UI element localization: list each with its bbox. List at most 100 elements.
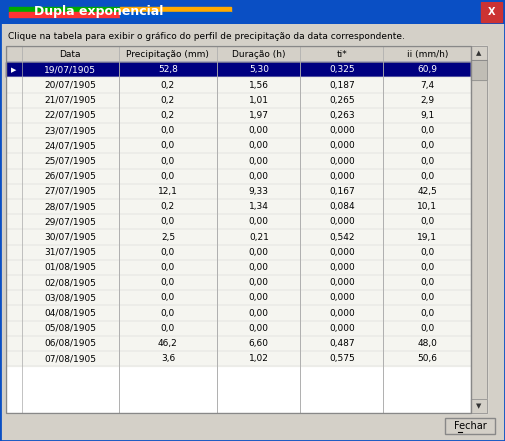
Bar	[6, 62, 471, 78]
Text: 0,0: 0,0	[420, 142, 434, 150]
Text: 50,6: 50,6	[417, 354, 437, 363]
Bar	[6, 351, 471, 366]
Text: 0,000: 0,000	[329, 278, 355, 287]
Bar	[9, 7, 120, 12]
Text: 10,1: 10,1	[417, 202, 437, 211]
Text: 1,56: 1,56	[249, 81, 269, 90]
Bar	[471, 60, 487, 80]
Bar	[471, 46, 487, 413]
Text: 23/07/1905: 23/07/1905	[44, 126, 96, 135]
Text: 0,325: 0,325	[329, 65, 355, 75]
Bar	[6, 93, 471, 108]
Text: 0,575: 0,575	[329, 354, 355, 363]
Text: Precipitação (mm): Precipitação (mm)	[126, 50, 210, 59]
Text: 0,0: 0,0	[420, 172, 434, 181]
Text: 0,0: 0,0	[161, 293, 175, 303]
Text: 0,00: 0,00	[249, 157, 269, 165]
Text: 0,542: 0,542	[329, 232, 355, 242]
Text: 0,00: 0,00	[249, 142, 269, 150]
Text: 0,0: 0,0	[420, 248, 434, 257]
Text: 20/07/1905: 20/07/1905	[44, 81, 96, 90]
Text: 5,30: 5,30	[249, 65, 269, 75]
Text: 0,084: 0,084	[329, 202, 355, 211]
Text: 0,000: 0,000	[329, 126, 355, 135]
Text: 3,6: 3,6	[161, 354, 175, 363]
Text: 0,0: 0,0	[161, 157, 175, 165]
Text: 0,2: 0,2	[161, 111, 175, 120]
Text: ▼: ▼	[476, 403, 482, 409]
Text: 0,0: 0,0	[420, 263, 434, 272]
Text: 0,487: 0,487	[329, 339, 355, 348]
Text: 0,0: 0,0	[161, 217, 175, 226]
FancyBboxPatch shape	[445, 418, 495, 434]
Text: 2,5: 2,5	[161, 232, 175, 242]
Text: 12,1: 12,1	[158, 187, 178, 196]
Text: Data: Data	[60, 50, 81, 59]
Text: 1,97: 1,97	[249, 111, 269, 120]
Bar	[6, 138, 471, 153]
Bar	[471, 399, 487, 413]
Bar	[6, 260, 471, 275]
Text: 0,00: 0,00	[249, 248, 269, 257]
Text: 01/08/1905: 01/08/1905	[44, 263, 96, 272]
Bar	[6, 306, 471, 321]
Text: 1,01: 1,01	[249, 96, 269, 105]
Text: 07/08/1905: 07/08/1905	[44, 354, 96, 363]
Text: 0,0: 0,0	[161, 172, 175, 181]
Text: 48,0: 48,0	[417, 339, 437, 348]
Text: 0,167: 0,167	[329, 187, 355, 196]
Text: 0,0: 0,0	[161, 324, 175, 333]
Text: 03/08/1905: 03/08/1905	[44, 293, 96, 303]
Text: 0,000: 0,000	[329, 157, 355, 165]
Bar	[6, 214, 471, 229]
Text: 9,1: 9,1	[420, 111, 434, 120]
Text: 19/07/1905: 19/07/1905	[44, 65, 96, 75]
Text: 0,0: 0,0	[161, 278, 175, 287]
Bar	[6, 275, 471, 290]
Text: 31/07/1905: 31/07/1905	[44, 248, 96, 257]
Text: 0,0: 0,0	[161, 309, 175, 318]
Bar	[120, 12, 231, 18]
Text: 29/07/1905: 29/07/1905	[44, 217, 96, 226]
Bar	[6, 199, 471, 214]
Text: 0,00: 0,00	[249, 217, 269, 226]
Text: 1,34: 1,34	[249, 202, 269, 211]
Bar	[6, 46, 471, 62]
Text: 0,0: 0,0	[420, 293, 434, 303]
Bar	[9, 12, 120, 18]
Text: 0,263: 0,263	[329, 111, 355, 120]
Text: Duração (h): Duração (h)	[232, 50, 286, 59]
Text: 42,5: 42,5	[417, 187, 437, 196]
Bar	[471, 399, 487, 413]
Text: 2,9: 2,9	[420, 96, 434, 105]
Text: 0,265: 0,265	[329, 96, 355, 105]
Bar	[6, 336, 471, 351]
Text: 0,00: 0,00	[249, 278, 269, 287]
Bar	[6, 229, 471, 245]
Text: 6,60: 6,60	[249, 339, 269, 348]
Text: 52,8: 52,8	[158, 65, 178, 75]
Bar	[471, 46, 487, 413]
Text: 0,0: 0,0	[161, 126, 175, 135]
Text: ▲: ▲	[476, 50, 482, 56]
Text: Clique na tabela para exibir o gráfico do perfil de precipitação da data corresp: Clique na tabela para exibir o gráfico d…	[8, 32, 405, 41]
Text: 7,4: 7,4	[420, 81, 434, 90]
Text: 21/07/1905: 21/07/1905	[44, 96, 96, 105]
Text: 0,00: 0,00	[249, 263, 269, 272]
Text: 05/08/1905: 05/08/1905	[44, 324, 96, 333]
Text: 0,00: 0,00	[249, 309, 269, 318]
Text: 02/08/1905: 02/08/1905	[44, 278, 96, 287]
Text: 0,000: 0,000	[329, 142, 355, 150]
Text: 0,2: 0,2	[161, 81, 175, 90]
Text: 0,0: 0,0	[420, 217, 434, 226]
Text: 1,02: 1,02	[249, 354, 269, 363]
Bar	[6, 290, 471, 306]
Bar	[6, 108, 471, 123]
Bar	[6, 245, 471, 260]
Text: ti*: ti*	[336, 50, 347, 59]
Text: 0,000: 0,000	[329, 324, 355, 333]
Text: 0,000: 0,000	[329, 248, 355, 257]
Text: 0,0: 0,0	[420, 324, 434, 333]
Text: 27/07/1905: 27/07/1905	[44, 187, 96, 196]
Text: 0,000: 0,000	[329, 172, 355, 181]
